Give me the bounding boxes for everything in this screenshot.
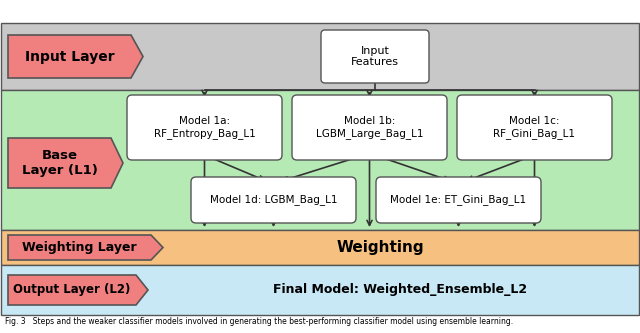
Polygon shape: [8, 35, 143, 78]
Polygon shape: [8, 138, 123, 188]
FancyBboxPatch shape: [1, 23, 639, 90]
FancyBboxPatch shape: [1, 265, 639, 315]
Text: Model 1c:
RF_Gini_Bag_L1: Model 1c: RF_Gini_Bag_L1: [493, 116, 575, 139]
Polygon shape: [8, 275, 148, 305]
Text: Fig. 3   Steps and the weaker classifier models involved in generating the best-: Fig. 3 Steps and the weaker classifier m…: [5, 317, 513, 326]
Polygon shape: [8, 235, 163, 260]
FancyBboxPatch shape: [292, 95, 447, 160]
Text: Output Layer (L2): Output Layer (L2): [13, 283, 131, 296]
FancyBboxPatch shape: [1, 230, 639, 265]
Text: Model 1e: ET_Gini_Bag_L1: Model 1e: ET_Gini_Bag_L1: [390, 194, 527, 205]
FancyBboxPatch shape: [457, 95, 612, 160]
Text: Weighting Layer: Weighting Layer: [22, 241, 137, 254]
FancyBboxPatch shape: [1, 90, 639, 230]
Text: Weighting: Weighting: [336, 240, 424, 255]
Text: Input
Features: Input Features: [351, 46, 399, 67]
Text: Input Layer: Input Layer: [25, 50, 115, 64]
Text: Final Model: Weighted_Ensemble_L2: Final Model: Weighted_Ensemble_L2: [273, 283, 527, 296]
FancyBboxPatch shape: [191, 177, 356, 223]
FancyBboxPatch shape: [321, 30, 429, 83]
Text: Model 1b:
LGBM_Large_Bag_L1: Model 1b: LGBM_Large_Bag_L1: [316, 116, 423, 139]
FancyBboxPatch shape: [127, 95, 282, 160]
Text: Model 1d: LGBM_Bag_L1: Model 1d: LGBM_Bag_L1: [210, 194, 337, 205]
Text: Base
Layer (L1): Base Layer (L1): [22, 149, 97, 177]
FancyBboxPatch shape: [376, 177, 541, 223]
Text: Model 1a:
RF_Entropy_Bag_L1: Model 1a: RF_Entropy_Bag_L1: [154, 116, 255, 139]
